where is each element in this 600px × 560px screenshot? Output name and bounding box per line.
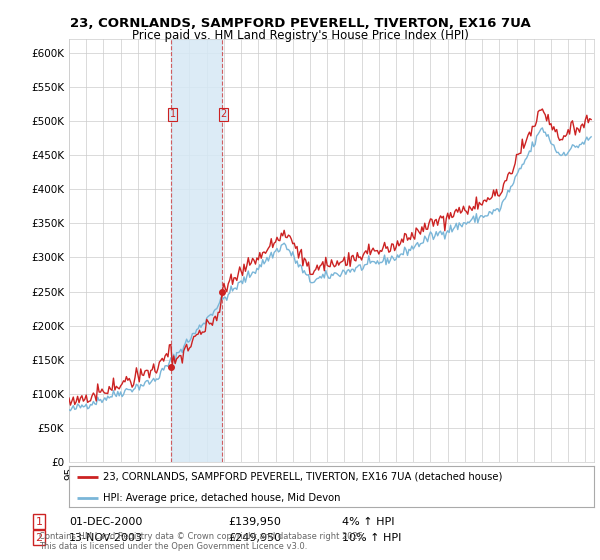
Text: 23, CORNLANDS, SAMPFORD PEVERELL, TIVERTON, EX16 7UA (detached house): 23, CORNLANDS, SAMPFORD PEVERELL, TIVERT…: [103, 472, 503, 482]
Text: HPI: Average price, detached house, Mid Devon: HPI: Average price, detached house, Mid …: [103, 493, 341, 503]
Text: 2: 2: [220, 109, 227, 119]
Text: 10% ↑ HPI: 10% ↑ HPI: [342, 533, 401, 543]
Text: Contains HM Land Registry data © Crown copyright and database right 2025.
This d: Contains HM Land Registry data © Crown c…: [39, 531, 365, 551]
Text: 1: 1: [35, 517, 43, 527]
Text: Price paid vs. HM Land Registry's House Price Index (HPI): Price paid vs. HM Land Registry's House …: [131, 29, 469, 42]
Text: 1: 1: [170, 109, 176, 119]
Text: £249,950: £249,950: [228, 533, 281, 543]
Text: 01-DEC-2000: 01-DEC-2000: [69, 517, 142, 527]
Text: 13-NOV-2003: 13-NOV-2003: [69, 533, 143, 543]
Text: £139,950: £139,950: [228, 517, 281, 527]
Bar: [171, 39, 221, 462]
Text: 23, CORNLANDS, SAMPFORD PEVERELL, TIVERTON, EX16 7UA: 23, CORNLANDS, SAMPFORD PEVERELL, TIVERT…: [70, 17, 530, 30]
Text: 2: 2: [35, 533, 43, 543]
Text: 4% ↑ HPI: 4% ↑ HPI: [342, 517, 395, 527]
